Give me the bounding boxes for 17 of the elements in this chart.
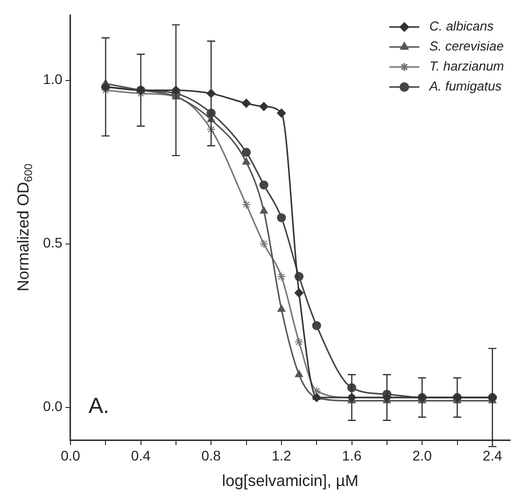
- x-tick-label: 0.4: [131, 447, 151, 464]
- x-tick-label: 1.2: [272, 447, 292, 464]
- y-tick-label: 0.5: [42, 234, 63, 251]
- annotation: A.: [88, 393, 110, 418]
- y-tick-label: 0.0: [42, 398, 63, 414]
- x-axis-title: log[selvamicin], µM: [222, 472, 358, 490]
- legend-label: C. albicans: [429, 18, 494, 34]
- x-tick-label: 2.4: [482, 447, 502, 464]
- legend-label: A. fumigatus: [428, 78, 502, 94]
- y-axis-title: Normalized OD600: [15, 164, 36, 292]
- y-tick-label: 1.0: [42, 71, 63, 88]
- x-tick-label: 0.0: [60, 447, 80, 464]
- x-tick-label: 0.8: [201, 447, 222, 464]
- x-tick-label: 1.6: [342, 447, 362, 464]
- legend-label: T. harzianum: [429, 58, 504, 74]
- legend-label: S. cerevisiae: [429, 38, 504, 54]
- x-tick-label: 2.0: [412, 447, 432, 464]
